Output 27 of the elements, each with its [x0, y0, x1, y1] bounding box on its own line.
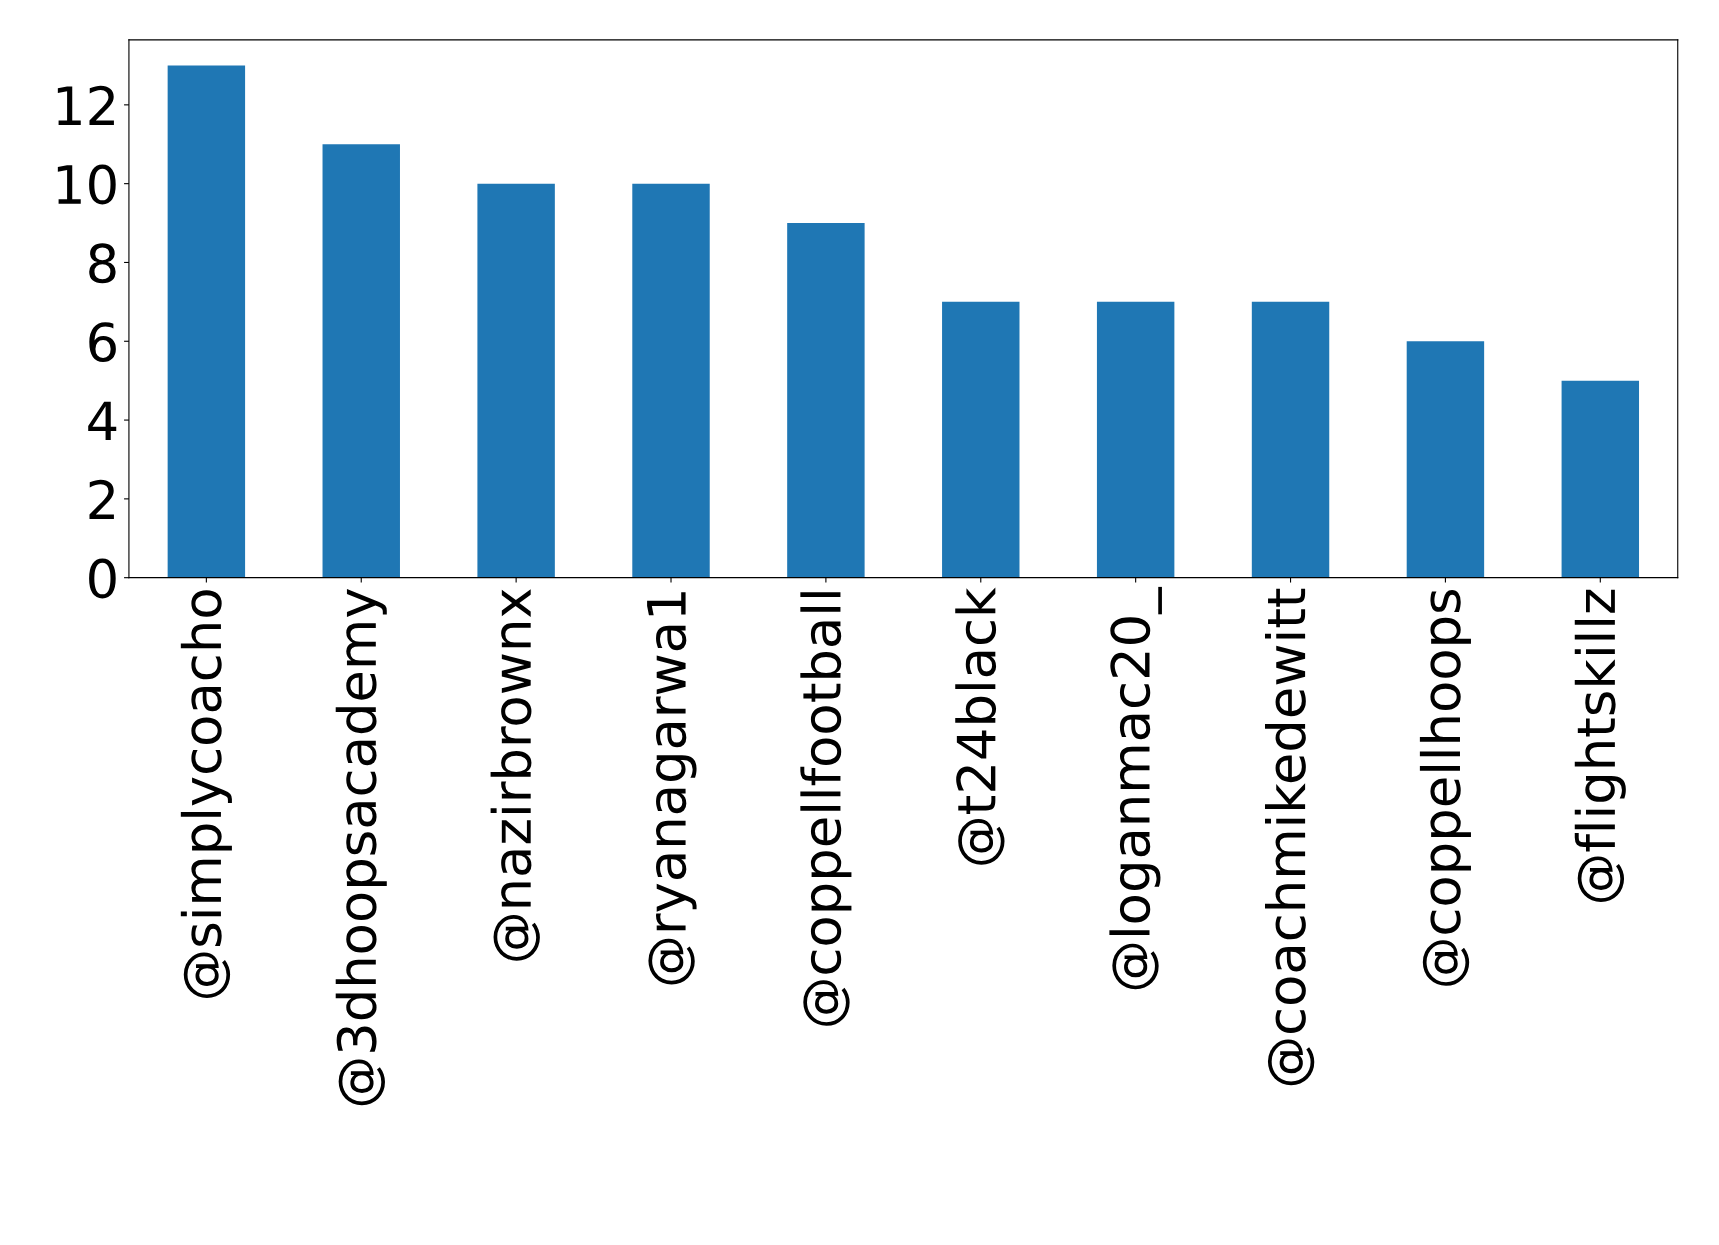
x-tick-label: @coachmikedewitt: [1265, 588, 1315, 1086]
x-tick-label: @ryanagarwa1: [647, 592, 697, 985]
x-tick-label: @coppellfootball: [800, 592, 852, 1026]
x-tick-label: @t24black: [955, 587, 1005, 865]
bar: [322, 144, 400, 578]
x-tick-label: @simplycoacho: [180, 590, 232, 999]
x-tick-label: @nazirbrownx: [490, 589, 540, 961]
x-tick-label: @loganmac20_: [1109, 586, 1162, 990]
bar: [787, 223, 865, 578]
y-tick-label: 0: [89, 558, 116, 599]
bar: [1251, 301, 1330, 578]
y-tick-label: 10: [57, 164, 116, 205]
x-tick-label: @3dhoopsacademy: [335, 589, 387, 1106]
bar: [167, 65, 246, 578]
bar: [1096, 301, 1175, 578]
x-tick-label: @coppellhoops: [1419, 590, 1471, 986]
y-tick-label: 2: [89, 479, 114, 519]
bar: [632, 183, 710, 578]
y-tick-label: 8: [89, 243, 116, 284]
bar: [1406, 341, 1485, 578]
y-tick-label: 6: [89, 322, 116, 363]
y-tick-label: 4: [88, 401, 117, 441]
bar: [1561, 380, 1640, 578]
bar: [942, 301, 1020, 578]
y-tick-label: 12: [57, 85, 114, 125]
x-tick-label: @flightskillz: [1574, 589, 1626, 902]
bar: [477, 183, 555, 578]
